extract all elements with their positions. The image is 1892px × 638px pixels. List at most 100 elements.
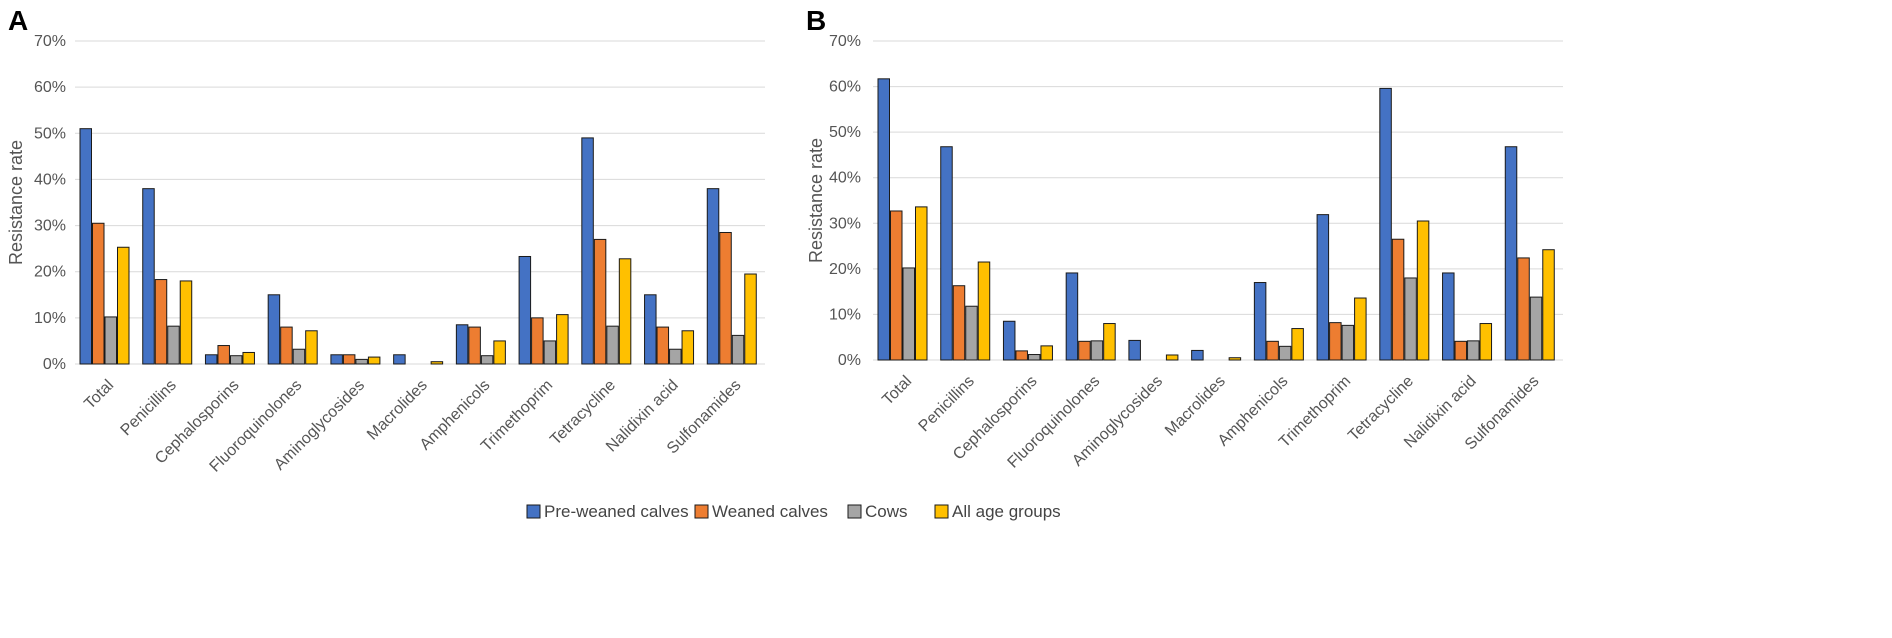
bar-cows-aminoglycosides (355, 358, 368, 365)
bar-all-age-groups-penicillins (977, 261, 991, 361)
y-tick-label: 60% (829, 79, 861, 96)
bar-weaned-calves-fluoroquinolones (280, 326, 293, 365)
bar-all-age-groups-aminoglycosides (1165, 354, 1179, 361)
bar-cows-nalidixin-acid (1467, 340, 1480, 361)
bar-weaned-calves-cephalosporins (1015, 350, 1028, 361)
bar-all-age-groups-tetracycline (618, 258, 632, 365)
bar-cows-nalidixin-acid (669, 348, 682, 365)
bar-weaned-calves-sulfonamides (719, 231, 732, 365)
legend-label-weaned-calves: Weaned calves (712, 502, 828, 521)
bar-all-age-groups-aminoglycosides (367, 356, 381, 365)
bar-pre-weaned-calves-trimethoprim (1316, 214, 1330, 361)
bar-all-age-groups-fluoroquinolones (305, 330, 318, 365)
y-tick-label: 0% (43, 356, 66, 373)
bar-pre-weaned-calves-amphenicols (455, 324, 469, 365)
bar-pre-weaned-calves-trimethoprim (518, 255, 532, 365)
bar-weaned-calves-nalidixin-acid (656, 326, 670, 365)
bar-cows-trimethoprim (543, 340, 557, 365)
bar-pre-weaned-calves-aminoglycosides (1128, 339, 1141, 361)
y-tick-label: 30% (829, 215, 861, 232)
bar-pre-weaned-calves-total (877, 78, 890, 361)
bar-pre-weaned-calves-macrolides (1191, 349, 1204, 361)
bar-cows-cephalosporins (229, 355, 243, 365)
bar-pre-weaned-calves-penicillins (142, 188, 155, 365)
legend-label-cows: Cows (865, 502, 908, 521)
legend-swatch-weaned-calves (694, 504, 709, 519)
bar-pre-weaned-calves-sulfonamides (706, 188, 720, 365)
panel-letter: B (806, 5, 826, 36)
panel-letter: A (8, 5, 28, 36)
bar-pre-weaned-calves-macrolides (393, 354, 406, 365)
y-tick-label: 50% (34, 125, 66, 142)
x-category-label: Penicillins (118, 377, 180, 439)
bar-pre-weaned-calves-fluoroquinolones (1065, 272, 1079, 361)
bar-pre-weaned-calves-sulfonamides (1504, 146, 1518, 361)
y-tick-label: 70% (829, 33, 861, 50)
bar-weaned-calves-trimethoprim (531, 317, 544, 365)
x-category-label: Macrolides (1162, 373, 1229, 440)
y-tick-label: 70% (34, 33, 66, 50)
y-tick-label: 10% (34, 310, 66, 327)
y-tick-label: 60% (34, 79, 66, 96)
bar-pre-weaned-calves-nalidixin-acid (644, 294, 657, 365)
bar-cows-fluoroquinolones (292, 348, 306, 365)
bar-all-age-groups-cephalosporins (242, 351, 255, 365)
x-category-label: Total (81, 377, 117, 413)
bar-cows-penicillins (965, 305, 978, 361)
bar-cows-fluoroquinolones (1090, 340, 1104, 361)
bar-weaned-calves-amphenicols (468, 326, 481, 365)
bar-pre-weaned-calves-penicillins (940, 146, 953, 361)
bar-cows-trimethoprim (1341, 324, 1355, 361)
y-axis-title: Resistance rate (6, 140, 26, 265)
bar-cows-penicillins (167, 325, 180, 365)
bar-weaned-calves-fluoroquinolones (1078, 340, 1091, 361)
bar-all-age-groups-sulfonamides (1542, 249, 1555, 361)
y-tick-label: 0% (838, 352, 861, 369)
bar-all-age-groups-penicillins (179, 280, 193, 365)
bar-weaned-calves-penicillins (952, 285, 966, 361)
bar-all-age-groups-cephalosporins (1040, 345, 1053, 361)
bar-pre-weaned-calves-fluoroquinolones (267, 294, 281, 365)
legend-swatch-cows (847, 504, 862, 519)
bar-cows-tetracycline (1404, 277, 1417, 361)
bar-all-age-groups-macrolides (430, 361, 444, 365)
legend-swatch-pre-weaned-calves (526, 504, 541, 519)
bar-cows-total (902, 267, 915, 361)
bar-all-age-groups-fluoroquinolones (1103, 323, 1116, 361)
bar-pre-weaned-calves-total (79, 128, 92, 365)
bar-all-age-groups-tetracycline (1416, 220, 1430, 361)
bar-cows-cephalosporins (1027, 354, 1041, 361)
x-category-label: Macrolides (364, 377, 431, 444)
bar-weaned-calves-tetracycline (593, 238, 607, 365)
y-tick-label: 20% (34, 264, 66, 281)
bar-weaned-calves-amphenicols (1266, 340, 1279, 361)
bar-all-age-groups-total (915, 206, 928, 361)
bar-all-age-groups-nalidixin-acid (1479, 323, 1493, 361)
bar-pre-weaned-calves-cephalosporins (1002, 320, 1016, 361)
x-category-label: Total (879, 373, 915, 409)
bar-pre-weaned-calves-amphenicols (1253, 282, 1267, 361)
legend-label-pre-weaned-calves: Pre-weaned calves (544, 502, 689, 521)
chart-legend: Pre-weaned calves Weaned calves Cows All ag… (526, 502, 1061, 521)
legend-swatch-all-age-groups (934, 504, 949, 519)
bar-weaned-calves-aminoglycosides (342, 354, 356, 365)
bar-weaned-calves-sulfonamides (1517, 257, 1530, 361)
y-tick-label: 30% (34, 218, 66, 235)
bar-weaned-calves-penicillins (154, 279, 168, 365)
bar-all-age-groups-macrolides (1228, 357, 1242, 361)
bar-weaned-calves-tetracycline (1391, 238, 1405, 361)
bar-weaned-calves-total (92, 222, 105, 365)
bar-cows-total (104, 316, 117, 365)
chart-panel-a: A 0% 10% 20% 30% 40% 50% 60% 70% Resistance rate T… (6, 5, 765, 476)
bar-cows-tetracycline (606, 325, 619, 365)
y-tick-label: 40% (829, 170, 861, 187)
bar-cows-amphenicols (480, 355, 494, 365)
bar-weaned-calves-cephalosporins (217, 345, 230, 365)
bar-weaned-calves-total (890, 210, 903, 361)
bar-cows-sulfonamides (1529, 296, 1543, 361)
bar-all-age-groups-trimethoprim (556, 314, 569, 365)
bar-all-age-groups-total (117, 246, 130, 365)
bar-weaned-calves-trimethoprim (1329, 322, 1342, 361)
bar-all-age-groups-sulfonamides (744, 273, 757, 365)
